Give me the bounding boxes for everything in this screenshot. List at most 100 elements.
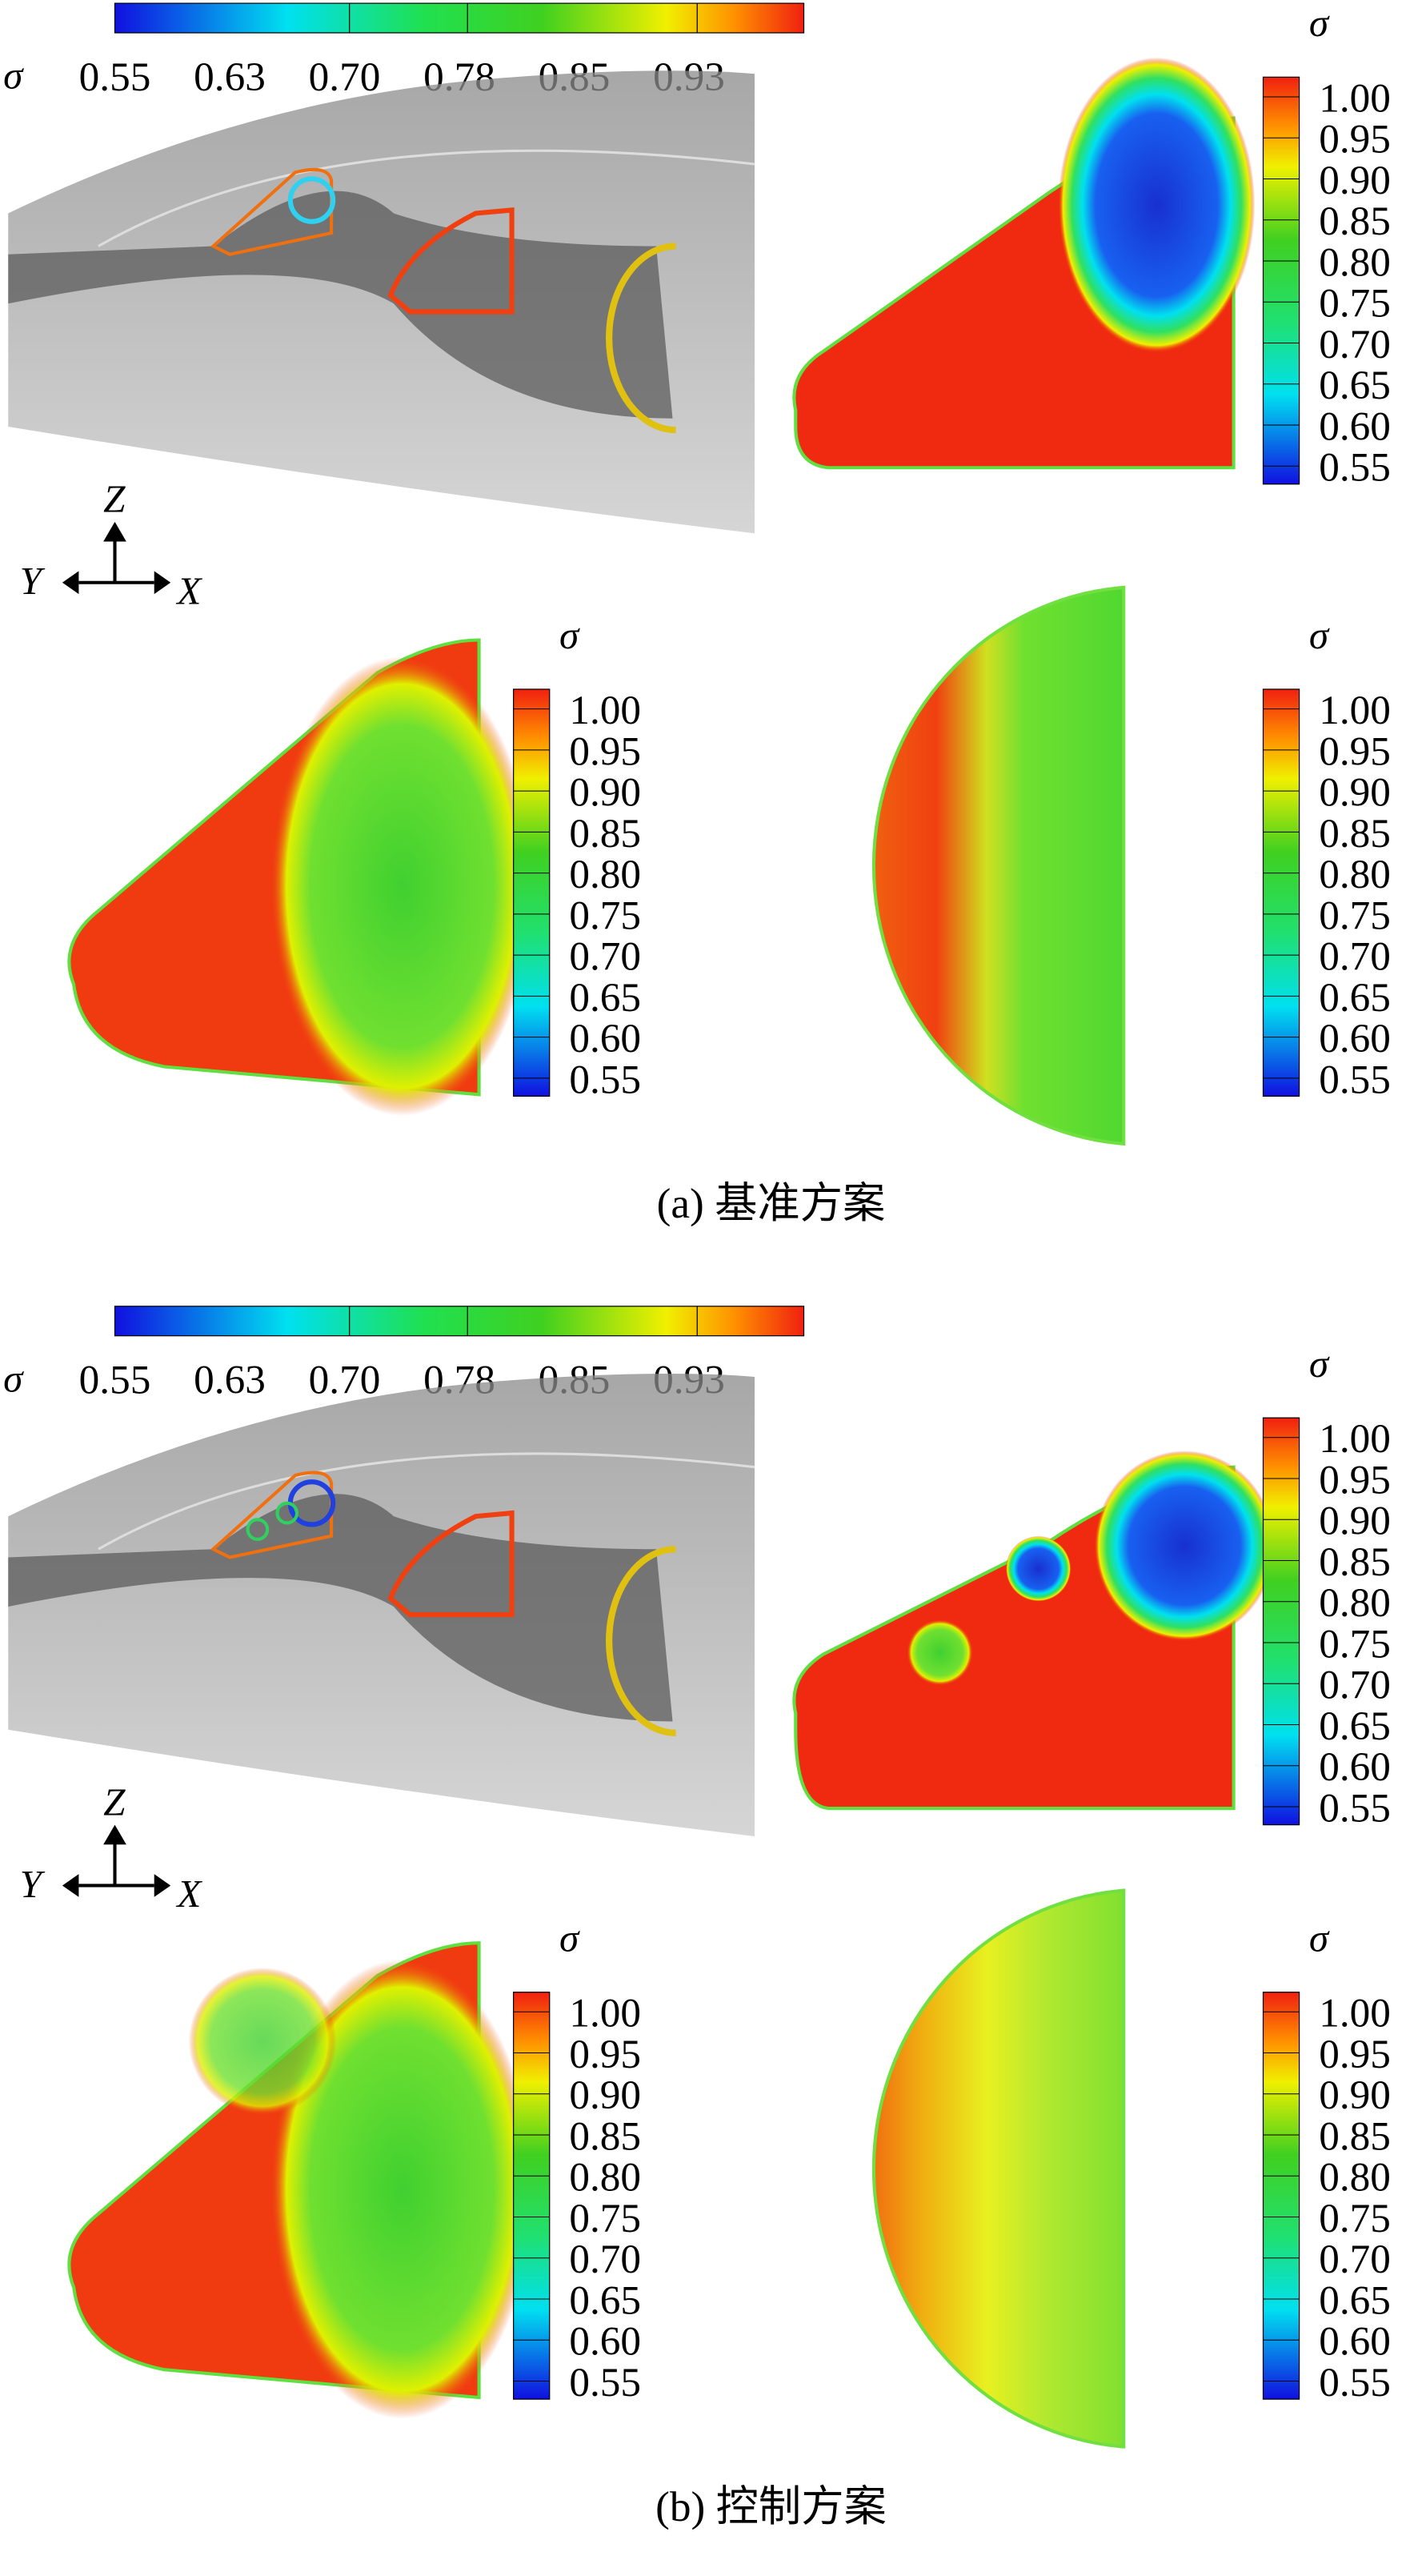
colorbar-tick-label: 1.00 <box>1319 688 1391 733</box>
colorbar-tick-label: 0.90 <box>569 770 641 816</box>
colorbar <box>1262 688 1300 1097</box>
colorbar-tick-label: 0.95 <box>1319 117 1391 163</box>
colorbar-tick-label: 0.80 <box>569 852 641 897</box>
colorbar-symbol: σ <box>1309 613 1330 657</box>
colorbar-tick-label: 0.95 <box>569 2032 641 2077</box>
colorbar-tick-label: 0.63 <box>194 54 266 100</box>
colorbar <box>114 1306 805 1337</box>
colorbar-tick-label: 0.95 <box>1319 2032 1391 2077</box>
low-pressure-region <box>270 1959 534 2419</box>
colorbar-tick-label: 0.60 <box>1319 403 1391 449</box>
colorbar-symbol: σ <box>3 54 24 98</box>
section-1 <box>210 1471 334 1559</box>
section-1-vortex <box>275 1501 299 1525</box>
aircraft-body <box>8 1374 755 1836</box>
colorbar-tick-label: 0.80 <box>1319 852 1391 897</box>
colorbar-tick-label: 0.60 <box>1319 2319 1391 2365</box>
colorbar-tick-label: 0.70 <box>569 2237 641 2282</box>
colorbar-tick-label: 0.90 <box>1319 1499 1391 1544</box>
axis-label: Y <box>20 559 46 603</box>
colorbar-symbol: σ <box>1309 1916 1330 1960</box>
arrow-head <box>103 521 126 542</box>
colorbar-tick-label: 0.95 <box>1319 728 1391 774</box>
arrow-head <box>103 1824 126 1845</box>
colorbar-tick-label: 0.70 <box>309 54 381 100</box>
colorbar-tick-label: 0.80 <box>1319 239 1391 285</box>
colorbar-tick-label: 0.90 <box>1319 2072 1391 2118</box>
colorbar-tick-label: 0.55 <box>569 1057 641 1102</box>
colorbar-tick-label: 0.70 <box>1319 322 1391 367</box>
contour-section-3 <box>871 585 1126 1146</box>
section-1-vortex <box>287 176 336 224</box>
colorbar-symbol: σ <box>3 1356 24 1400</box>
colorbar-tick-label: 0.90 <box>1319 770 1391 816</box>
colorbar-tick-label: 0.65 <box>1319 1703 1391 1749</box>
colorbar-tick-label: 0.65 <box>1319 363 1391 408</box>
colorbar-tick-label: 0.70 <box>309 1357 381 1402</box>
caption: (a) 基准方案 <box>657 1180 886 1227</box>
colorbar <box>1262 76 1300 485</box>
colorbar-tick-label: 0.75 <box>1319 281 1391 327</box>
section-2 <box>387 1510 515 1618</box>
colorbar-tick-label: 1.00 <box>1319 75 1391 121</box>
colorbar-tick-label: 0.65 <box>569 975 641 1021</box>
section-1 <box>210 167 334 256</box>
colorbar-tick-label: 0.90 <box>569 2072 641 2118</box>
section-3 <box>606 1546 676 1736</box>
colorbar-symbol: σ <box>1309 1342 1330 1386</box>
colorbar-tick-label: 0.55 <box>79 1357 151 1402</box>
colorbar-tick-label: 0.85 <box>1319 199 1391 244</box>
axis-label: X <box>175 568 202 612</box>
colorbar <box>1262 1992 1300 2400</box>
colorbar-tick-label: 0.95 <box>1319 1457 1391 1503</box>
colorbar-tick-label: 0.70 <box>1319 1663 1391 1708</box>
colorbar-tick-label: 0.75 <box>569 2196 641 2241</box>
colorbar-tick-label: 0.75 <box>1319 893 1391 938</box>
vortex <box>1094 1451 1275 1641</box>
vortex <box>1058 57 1256 353</box>
colorbar-tick-label: 1.00 <box>1319 1416 1391 1462</box>
colorbar-tick-label: 0.55 <box>1319 1057 1391 1102</box>
colorbar-tick-label: 1.00 <box>569 1991 641 2036</box>
colorbar-tick-label: 0.60 <box>1319 1744 1391 1790</box>
colorbar-tick-label: 0.60 <box>1319 1016 1391 1061</box>
colorbar-tick-label: 0.80 <box>1319 2155 1391 2201</box>
section-1-vortex <box>246 1518 270 1541</box>
duct <box>8 1494 673 1722</box>
colorbar <box>513 1992 551 2400</box>
surface-edge <box>98 149 755 247</box>
vortex <box>907 1619 973 1686</box>
aircraft-body <box>8 70 755 534</box>
surface-edge <box>98 1452 755 1551</box>
colorbar-tick-label: 0.60 <box>569 2319 641 2365</box>
colorbar-tick-label: 0.75 <box>569 893 641 938</box>
colorbar-tick-label: 0.85 <box>1319 2114 1391 2160</box>
colorbar-tick-label: 0.65 <box>1319 975 1391 1021</box>
low-pressure-region <box>188 1967 337 2116</box>
caption: (b) 控制方案 <box>655 2483 887 2530</box>
colorbar-tick-label: 0.70 <box>1319 2237 1391 2282</box>
colorbar-tick-label: 1.00 <box>1319 1991 1391 2036</box>
axis-label: X <box>175 1872 202 1916</box>
colorbar-tick-label: 0.55 <box>1319 445 1391 491</box>
colorbar-tick-label: 0.85 <box>569 811 641 857</box>
colorbar-tick-label: 0.65 <box>569 2278 641 2324</box>
colorbar <box>513 688 551 1097</box>
colorbar-tick-label: 0.55 <box>1319 1786 1391 1832</box>
colorbar-tick-label: 0.90 <box>1319 158 1391 203</box>
colorbar-tick-label: 0.85 <box>1319 1539 1391 1585</box>
colorbar-tick-label: 0.85 <box>1319 811 1391 857</box>
axis-label: Y <box>20 1862 46 1906</box>
colorbar-tick-label: 0.70 <box>569 934 641 980</box>
colorbar-tick-label: 0.95 <box>569 728 641 774</box>
colorbar-tick-label: 1.00 <box>569 688 641 733</box>
colorbar-tick-label: 0.63 <box>194 1357 266 1402</box>
colorbar-symbol: σ <box>1309 1 1330 45</box>
colorbar-symbol: σ <box>559 1916 580 1960</box>
section-3 <box>606 243 676 434</box>
colorbar-tick-label: 0.65 <box>1319 2278 1391 2324</box>
colorbar-symbol: σ <box>559 613 580 657</box>
colorbar-tick-label: 0.55 <box>79 54 151 100</box>
colorbar <box>1262 1417 1300 1826</box>
